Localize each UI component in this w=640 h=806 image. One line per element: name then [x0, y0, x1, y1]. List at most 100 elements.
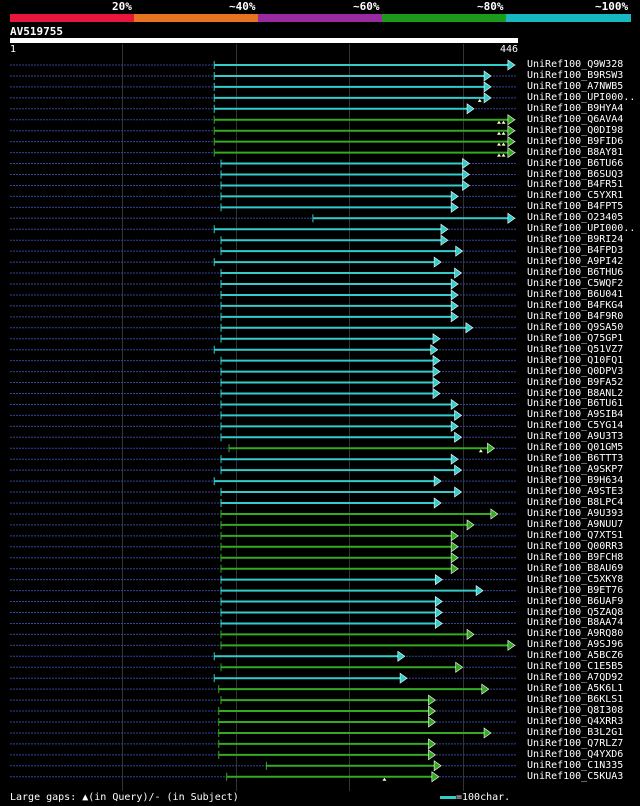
hit-label[interactable]: UniRef100_B6TU61	[527, 398, 624, 410]
hit-label[interactable]: UniRef100_B4FPD3	[527, 245, 624, 257]
hit-label[interactable]: UniRef100_B9ET76	[527, 584, 624, 596]
identity-scale-label: 20%	[112, 0, 132, 13]
hit-label[interactable]: UniRef100_B6SUQ3	[527, 168, 624, 180]
hit-arrow	[507, 59, 516, 71]
hit-arrow	[428, 694, 436, 706]
hit-arrow	[455, 661, 464, 673]
hit-label[interactable]: UniRef100_B9RI24	[527, 234, 624, 246]
hit-label[interactable]: UniRef100_Q5ZAQ8	[527, 606, 624, 618]
query-bar	[10, 38, 518, 43]
hit-label[interactable]: UniRef100_A9STE3	[527, 486, 624, 498]
hit-label[interactable]: UniRef100_A7QD92	[527, 672, 624, 684]
hit-label[interactable]: UniRef100_Q9SA50	[527, 321, 624, 333]
hit-arrow	[454, 267, 463, 279]
hit-label[interactable]: UniRef100_B6U041	[527, 288, 624, 300]
hit-label[interactable]: UniRef100_B6THU6	[527, 267, 624, 279]
hit-label[interactable]: UniRef100_Q0DPV3	[527, 365, 624, 377]
hit-arrow	[481, 683, 490, 695]
hit-arrow	[475, 585, 484, 597]
hit-arrow	[507, 114, 516, 126]
hit-label[interactable]: UniRef100_A5K6L1	[527, 683, 624, 695]
hit-arrow	[399, 672, 408, 684]
hit-label[interactable]: UniRef100_C5YXR1	[527, 190, 624, 202]
hit-label[interactable]: UniRef100_B9HYA4	[527, 102, 624, 114]
hit-arrow	[450, 300, 459, 312]
hit-label[interactable]: UniRef100_B8ANL2	[527, 387, 624, 399]
hit-label[interactable]: UniRef100_Q0DI98	[527, 124, 624, 136]
identity-scale-label: ~80%	[477, 0, 504, 13]
hit-label[interactable]: UniRef100_A9PI42	[527, 256, 624, 268]
gap-marker	[501, 131, 506, 135]
hit-arrow	[466, 628, 475, 640]
hit-label[interactable]: UniRef100_Q51VZ7	[527, 343, 624, 355]
hit-label[interactable]: UniRef100_C5WQF2	[527, 278, 624, 289]
hit-arrow	[432, 333, 441, 345]
hit-label[interactable]: UniRef100_B4FPT5	[527, 201, 624, 213]
hit-label[interactable]: UniRef100_B4FKG4	[527, 299, 624, 311]
hit-label[interactable]: UniRef100_A9U393	[527, 507, 624, 519]
hit-label[interactable]: UniRef100_Q6AVA4	[527, 113, 624, 125]
hit-label[interactable]: UniRef100_Q7XTS1	[527, 529, 624, 541]
hit-arrow	[507, 136, 516, 148]
hit-arrow	[450, 541, 459, 553]
hit-label[interactable]: UniRef100_Q9W328	[527, 59, 624, 70]
hit-label[interactable]: UniRef100_A9NUU7	[527, 518, 624, 530]
gap-marker	[496, 153, 501, 157]
hit-label[interactable]: UniRef100_B6UAF9	[527, 595, 624, 607]
hit-label[interactable]: UniRef100_B4F9R0	[527, 310, 624, 322]
hit-label[interactable]: UniRef100_B9RSW3	[527, 69, 624, 81]
hit-arrow	[434, 606, 443, 619]
hit-arrow	[450, 201, 459, 213]
hit-arrow	[450, 278, 459, 290]
hit-label[interactable]: UniRef100_B9H634	[527, 475, 624, 487]
hit-label[interactable]: UniRef100_B6KLS1	[527, 694, 624, 706]
hit-label[interactable]: UniRef100_B8AA74	[527, 617, 624, 629]
hit-arrow	[450, 289, 459, 301]
hit-label[interactable]: UniRef100_A9U3T3	[527, 431, 624, 443]
hit-label[interactable]: UniRef100_B8AU69	[527, 562, 624, 574]
hit-label[interactable]: UniRef100_C1N335	[527, 759, 624, 771]
hit-arrow	[432, 387, 441, 400]
hit-arrow	[483, 81, 492, 93]
hit-label[interactable]: UniRef100_B9FCH8	[527, 551, 624, 563]
hit-label[interactable]: UniRef100_Q10FQ1	[527, 354, 624, 366]
hit-label[interactable]: UniRef100_Q01GM5	[527, 442, 624, 454]
hit-label[interactable]: UniRef100_B6TU66	[527, 157, 624, 169]
hit-label[interactable]: UniRef100_B9FID6	[527, 135, 624, 147]
hit-label[interactable]: UniRef100_A9SIB4	[527, 409, 624, 421]
hit-label[interactable]: UniRef100_C5XKY8	[527, 573, 624, 585]
query-name: AV519755	[10, 25, 63, 38]
hit-label[interactable]: UniRef100_Q75GP1	[527, 332, 624, 344]
hit-label[interactable]: UniRef100_B8AY81	[527, 146, 624, 158]
hit-label[interactable]: UniRef100_B3L2G1	[527, 726, 624, 738]
identity-scale-label: ~100%	[595, 0, 629, 13]
hit-label[interactable]: UniRef100_Q8I308	[527, 705, 624, 717]
hit-label[interactable]: UniRef100_A7NWB5	[527, 80, 624, 92]
hit-label[interactable]: UniRef100_Q4YXD6	[527, 748, 624, 760]
hit-label[interactable]: UniRef100_B8LPC4	[527, 497, 624, 508]
grid-line	[349, 44, 350, 791]
hit-label[interactable]: UniRef100_A9RQ80	[527, 628, 624, 640]
hit-label[interactable]: UniRef100_B9FA52	[527, 376, 624, 388]
hit-label[interactable]: UniRef100_C1E5B5	[527, 661, 624, 673]
hit-arrow	[428, 738, 436, 750]
hit-label[interactable]: UniRef100_A9SJ96	[527, 639, 624, 651]
hit-label[interactable]: UniRef100_O23405	[527, 212, 624, 224]
hit-arrow	[462, 168, 471, 181]
hit-label[interactable]: UniRef100_UPI000..	[527, 223, 636, 235]
hit-label[interactable]: UniRef100_Q00RR3	[527, 540, 624, 552]
hit-arrow	[428, 749, 436, 761]
hit-label[interactable]: UniRef100_A5BCZ6	[527, 650, 624, 662]
hit-arrow	[434, 574, 443, 586]
hit-label[interactable]: UniRef100_Q7RLZ7	[527, 737, 624, 749]
hit-label[interactable]: UniRef100_B6TTT3	[527, 453, 624, 465]
hit-label[interactable]: UniRef100_Q4XRR3	[527, 716, 624, 727]
hit-label[interactable]: UniRef100_B4FR51	[527, 179, 624, 191]
gap-marker	[496, 131, 501, 135]
hit-label[interactable]: UniRef100_C5YG14	[527, 420, 624, 432]
hit-label[interactable]: UniRef100_A9SKP7	[527, 464, 624, 476]
hit-label[interactable]: UniRef100_C5KUA3	[527, 770, 624, 782]
hit-arrow	[433, 475, 442, 487]
hit-label[interactable]: UniRef100_UPI000..	[527, 91, 636, 103]
